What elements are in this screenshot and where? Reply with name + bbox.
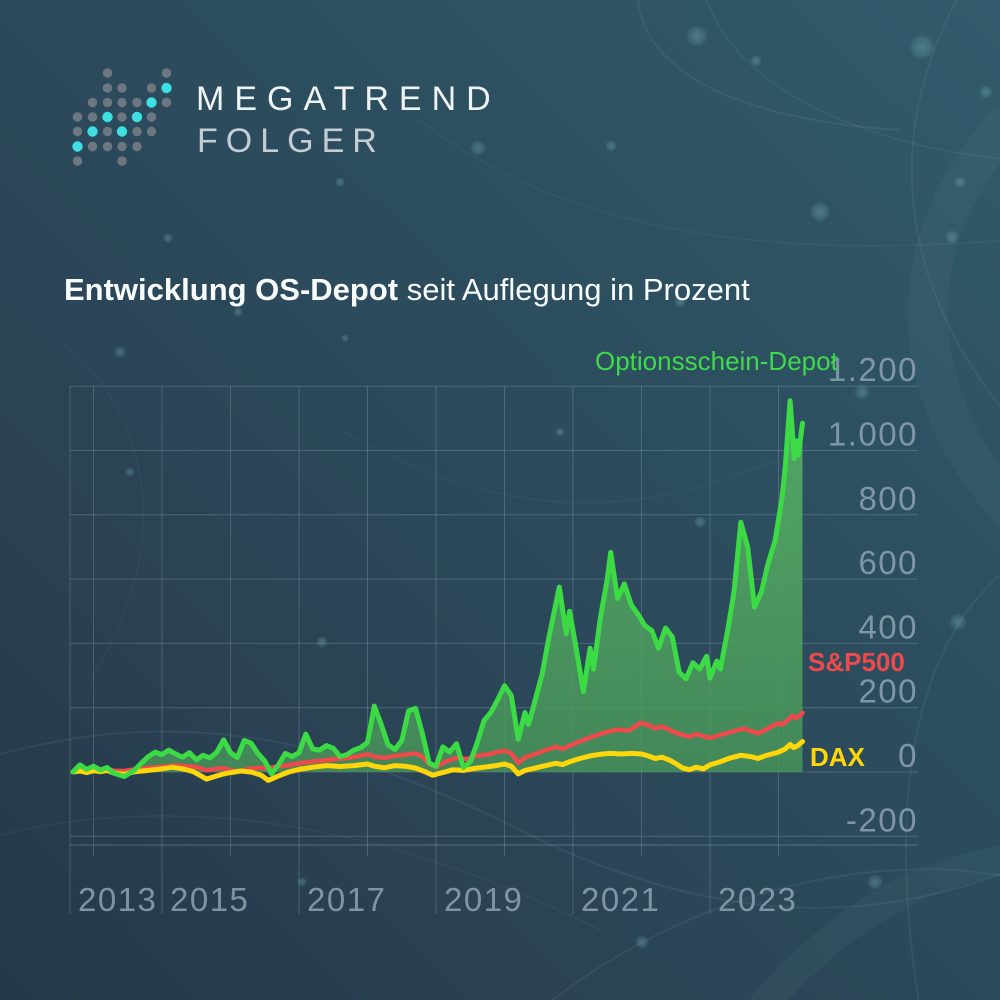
logo-dots-icon <box>72 68 172 166</box>
y-tick-label: -200 <box>846 801 918 838</box>
x-axis-labels: 2013 2015 2017 2019 2021 2023 <box>78 881 797 918</box>
bokeh-dots-icon <box>114 25 993 949</box>
y-tick-label: 1.000 <box>828 416 918 453</box>
page-title: Entwicklung OS-Depot seit Auflegung in P… <box>64 272 750 308</box>
depot-area-fill <box>73 400 803 772</box>
y-tick-label: 800 <box>858 480 918 517</box>
x-tick-label: 2019 <box>444 881 523 918</box>
x-tick-label: 2013 <box>78 881 157 918</box>
page-title-bold: Entwicklung OS-Depot <box>64 272 399 307</box>
series-label-dax: DAX <box>810 742 865 772</box>
series-line-2 <box>70 739 805 783</box>
y-tick-label: 0 <box>898 737 918 774</box>
series-label-optionsschein-depot: Optionsschein-Depot <box>595 346 838 376</box>
series-line-1 <box>70 710 805 775</box>
x-tick-label: 2023 <box>718 881 797 918</box>
series-label-sp500: S&P500 <box>808 647 905 677</box>
x-tick-label: 2017 <box>307 881 386 918</box>
series-line-0 <box>70 398 805 779</box>
brand-name-line2: FOLGER <box>197 122 385 160</box>
brand-name-line1: MEGATREND <box>196 80 501 118</box>
y-tick-label: 600 <box>858 544 918 581</box>
y-tick-label: 400 <box>858 608 918 645</box>
y-tick-label: 1.200 <box>828 351 918 388</box>
y-tick-label: 200 <box>858 673 918 710</box>
page-title-regular: seit Auflegung in Prozent <box>398 272 750 307</box>
x-tick-label: 2015 <box>170 881 249 918</box>
x-tick-label: 2021 <box>581 881 660 918</box>
